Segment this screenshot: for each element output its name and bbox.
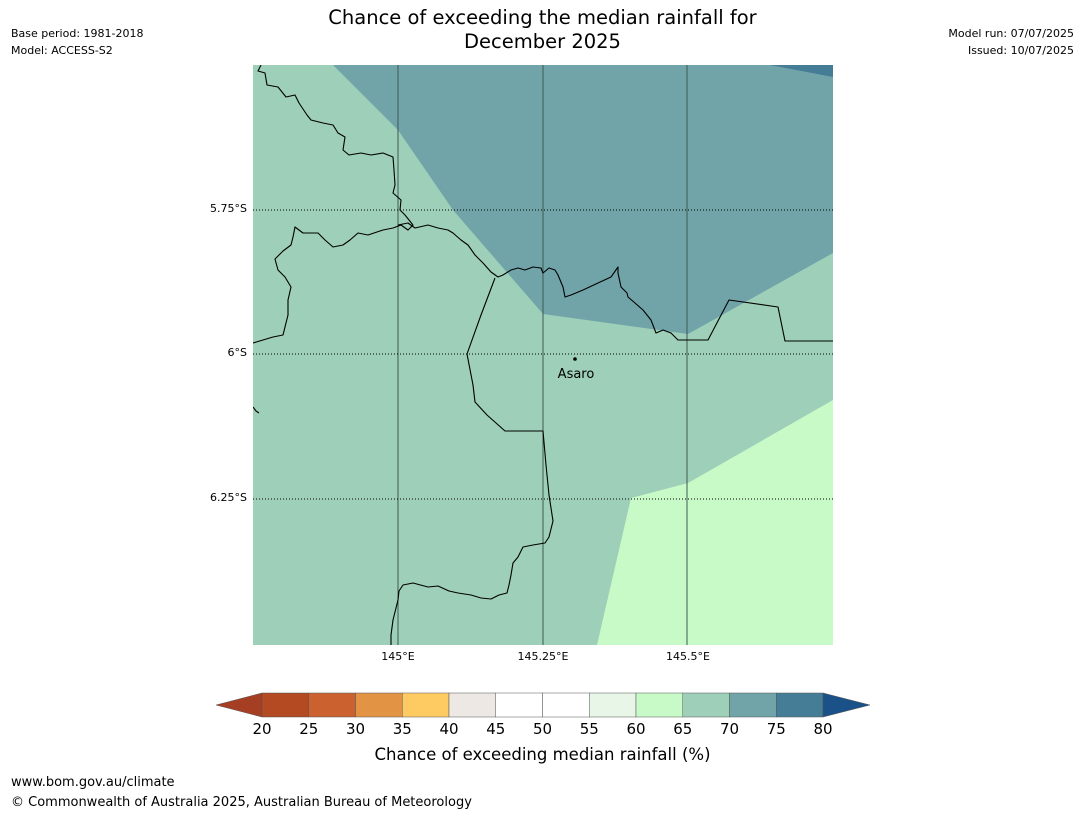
parallel-lines xyxy=(253,209,833,500)
colorbar-segment xyxy=(355,692,403,718)
lat-label-6-25s: 6.25°S xyxy=(210,491,247,504)
region-75-80 xyxy=(770,65,833,77)
footer-url[interactable]: www.bom.gov.au/climate xyxy=(11,775,175,790)
colorbar-segment xyxy=(635,692,683,718)
colorbar-segment xyxy=(261,692,309,718)
colorbar-arrow-high xyxy=(822,692,870,718)
colorbar-tick-label: 25 xyxy=(299,720,319,738)
lat-label-6s: 6°S xyxy=(227,346,247,359)
model-text: Model: ACCESS-S2 xyxy=(11,44,113,57)
metadata-left: Base period: 1981-2018 Model: ACCESS-S2 xyxy=(11,25,143,59)
issued-text: Issued: 10/07/2025 xyxy=(967,44,1074,57)
colorbar xyxy=(216,692,870,718)
colorbar-segment xyxy=(495,692,543,718)
meridian-lines xyxy=(397,65,688,645)
colorbar-tick-label: 80 xyxy=(813,720,833,738)
boundary-lines xyxy=(253,65,833,645)
model-run-text: Model run: 07/07/2025 xyxy=(948,27,1074,40)
lon-label-145-25e: 145.25°E xyxy=(517,650,569,663)
colorbar-segments xyxy=(261,692,824,718)
colorbar-segment xyxy=(542,692,590,718)
colorbar-segment xyxy=(448,692,496,718)
colorbar-tick-label: 55 xyxy=(579,720,599,738)
colorbar-arrow-low xyxy=(216,692,263,718)
rainfall-map[interactable]: Asaro xyxy=(253,65,833,645)
lon-label-145e: 145°E xyxy=(381,650,415,663)
colorbar-tick-label: 70 xyxy=(719,720,740,738)
colorbar-tick-label: 20 xyxy=(252,720,272,738)
map-title: Chance of exceeding the median rainfall … xyxy=(0,6,1085,54)
lon-label-145-5e: 145.5°E xyxy=(666,650,710,663)
colorbar-tick-label: 60 xyxy=(626,720,646,738)
colorbar-tick-label: 50 xyxy=(532,720,553,738)
region-60-65 xyxy=(597,400,833,645)
boundary-west xyxy=(253,65,414,344)
base-period-text: Base period: 1981-2018 xyxy=(11,27,144,40)
colorbar-segment xyxy=(402,692,450,718)
colorbar-label: Chance of exceeding median rainfall (%) xyxy=(374,745,711,764)
colorbar-tick-label: 45 xyxy=(486,720,506,738)
colorbar-tick-label: 40 xyxy=(439,720,459,738)
boundary-south xyxy=(390,277,554,645)
colorbar-tick-label: 65 xyxy=(673,720,693,738)
footer-copyright: © Commonwealth of Australia 2025, Austra… xyxy=(11,795,472,810)
title-line-2: December 2025 xyxy=(464,30,621,53)
asaro-label: Asaro xyxy=(558,367,595,382)
colorbar-segment xyxy=(308,692,356,718)
colorbar-segment xyxy=(729,692,777,718)
asaro-marker[interactable] xyxy=(573,357,577,361)
region-70-75 xyxy=(333,65,833,334)
colorbar-tick-label: 30 xyxy=(345,720,366,738)
map-canvas: Asaro xyxy=(253,65,833,645)
colorbar-segment xyxy=(589,692,637,718)
colorbar-tick-label: 75 xyxy=(766,720,786,738)
colorbar-segment xyxy=(776,692,824,718)
boundary-north-east xyxy=(397,222,833,342)
lat-label-5-75s: 5.75°S xyxy=(210,202,247,215)
colorbar-tick-label: 35 xyxy=(392,720,412,738)
title-line-1: Chance of exceeding the median rainfall … xyxy=(328,6,757,29)
boundary-west-fragment xyxy=(253,406,260,414)
metadata-right: Model run: 07/07/2025 Issued: 10/07/2025 xyxy=(948,25,1074,59)
colorbar-segment xyxy=(682,692,730,718)
